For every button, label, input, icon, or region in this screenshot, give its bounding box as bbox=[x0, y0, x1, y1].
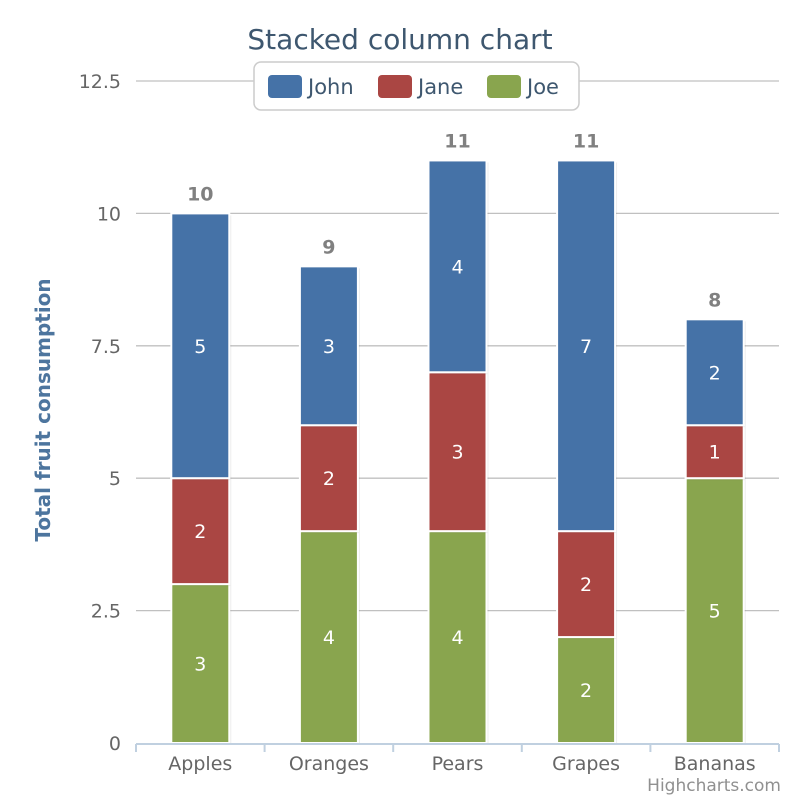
legend-swatch bbox=[268, 75, 302, 98]
y-tick-label: 5 bbox=[109, 468, 121, 490]
segment-value-label: 3 bbox=[451, 442, 463, 464]
segment-value-label: 4 bbox=[323, 627, 335, 649]
segment-value-label: 3 bbox=[194, 654, 206, 676]
y-axis-ticks: 0 2.5 5 7.5 10 12.5 bbox=[79, 71, 121, 755]
bar-segment-john[interactable] bbox=[556, 159, 617, 533]
stack-total-label: 9 bbox=[322, 236, 335, 258]
y-tick-label: 0 bbox=[109, 733, 121, 755]
bar-segment-john[interactable] bbox=[427, 159, 488, 374]
segment-value-label: 4 bbox=[451, 627, 463, 649]
x-tick-label: Pears bbox=[432, 753, 484, 775]
data-labels: 3 2 5 10 4 2 3 9 4 3 4 11 2 2 7 11 5 1 2 8 bbox=[187, 130, 721, 702]
x-tick-label: Grapes bbox=[552, 753, 620, 775]
stack-total-label: 11 bbox=[444, 130, 470, 152]
legend-item-joe[interactable]: Joe bbox=[487, 75, 559, 99]
x-tick-label: Oranges bbox=[289, 753, 369, 775]
legend-label: Joe bbox=[525, 75, 559, 99]
y-axis-label: Total fruit consumption bbox=[31, 278, 55, 541]
stack-total-label: 8 bbox=[708, 289, 721, 311]
bar-segment-john[interactable] bbox=[684, 318, 745, 427]
legend-label: John bbox=[306, 75, 354, 99]
bars bbox=[170, 159, 746, 745]
segment-value-label: 2 bbox=[323, 468, 335, 490]
y-tick-label: 12.5 bbox=[79, 71, 121, 93]
bar-segment-joe[interactable] bbox=[556, 636, 617, 745]
segment-value-label: 3 bbox=[323, 336, 335, 358]
y-tick-label: 2.5 bbox=[91, 601, 121, 623]
bar-segment-joe[interactable] bbox=[170, 583, 231, 744]
segment-value-label: 1 bbox=[709, 442, 721, 464]
x-tick-label: Apples bbox=[168, 753, 232, 775]
stack-total-label: 11 bbox=[573, 130, 599, 152]
legend-label: Jane bbox=[416, 75, 463, 99]
stack-total-label: 10 bbox=[187, 183, 213, 205]
segment-value-label: 5 bbox=[709, 601, 721, 623]
segment-value-label: 2 bbox=[194, 521, 206, 543]
bar-segment-jane[interactable] bbox=[170, 477, 231, 586]
segment-value-label: 4 bbox=[451, 256, 463, 278]
legend[interactable]: John Jane Joe bbox=[253, 61, 580, 111]
bar-segment-john[interactable] bbox=[170, 212, 231, 480]
bar-segment-joe[interactable] bbox=[684, 477, 745, 744]
credits-link[interactable]: Highcharts.com bbox=[647, 776, 781, 796]
legend-swatch bbox=[487, 75, 521, 98]
segment-value-label: 2 bbox=[709, 362, 721, 384]
bar-segment-jane[interactable] bbox=[298, 424, 359, 533]
legend-item-john[interactable]: John bbox=[268, 75, 354, 99]
y-tick-label: 7.5 bbox=[91, 336, 121, 358]
segment-value-label: 7 bbox=[580, 336, 592, 358]
segment-value-label: 2 bbox=[580, 574, 592, 596]
bar-segment-john[interactable] bbox=[298, 265, 359, 427]
bar-segment-jane[interactable] bbox=[556, 530, 617, 639]
legend-swatch bbox=[378, 75, 412, 98]
bar-segment-joe[interactable] bbox=[298, 530, 359, 744]
legend-item-jane[interactable]: Jane bbox=[378, 75, 463, 99]
x-axis: Apples Oranges Pears Grapes Bananas bbox=[135, 743, 780, 775]
x-tick-label: Bananas bbox=[674, 753, 756, 775]
chart-title: Stacked column chart bbox=[247, 23, 552, 56]
segment-value-label: 5 bbox=[194, 336, 206, 358]
segment-value-label: 2 bbox=[580, 680, 592, 702]
bar-segment-jane[interactable] bbox=[684, 424, 745, 480]
y-tick-label: 10 bbox=[97, 203, 121, 225]
